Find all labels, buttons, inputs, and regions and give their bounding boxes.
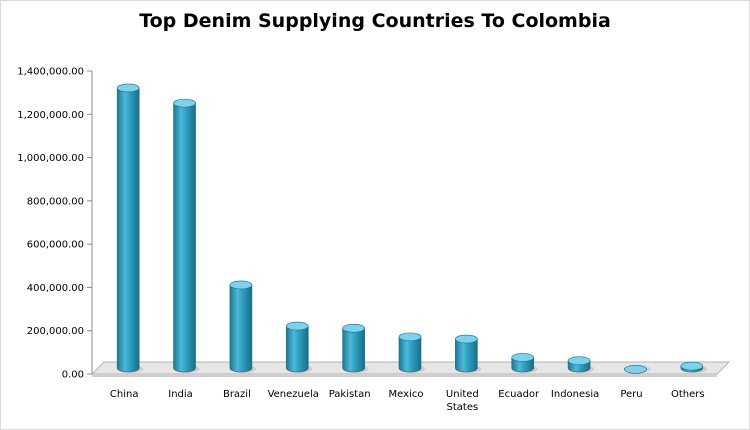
bar-body [116,87,140,373]
bar [173,98,200,373]
bar-cap [342,323,365,333]
bars [116,83,707,374]
bar-cap [398,332,422,342]
bar [229,280,256,373]
x-tick-label: Peru [620,389,642,400]
x-tick-label: China [110,389,139,400]
x-tick-label: United [446,389,479,400]
floor-edge [92,374,717,377]
bar-cap [511,353,535,362]
x-tick-label: Others [671,389,705,400]
x-tick-label: Brazil [223,389,251,400]
bar [455,334,482,373]
x-tick-label: Mexico [389,389,424,400]
bar [342,323,369,373]
x-tick-label: Indonesia [551,389,599,400]
y-tick-label: 1,400,000.00 [17,67,84,78]
bar [680,361,707,373]
bar-cap [116,83,140,93]
bar-cap [455,334,478,344]
bar-body [229,284,253,373]
bar [567,356,595,373]
x-tick-label: Ecuador [498,389,540,400]
y-tick-label: 800,000.00 [27,196,84,207]
y-tick-labels: 0.00 200,000.00 400,000.00 600,000.00 800,00… [17,67,84,381]
y-tick-label: 1,200,000.00 [17,110,84,121]
bar [285,321,313,373]
y-tick-label: 200,000.00 [27,326,84,337]
bar-cap [285,321,309,331]
bar [398,332,425,373]
bar [624,365,651,374]
bar-cap [680,361,704,371]
chart-title: Top Denim Supplying Countries To Colombi… [139,10,611,32]
y-tick-label: 1,000,000.00 [17,153,84,164]
x-tick-labels: China India Brazil Venezuela Pakistan Mexico U… [110,389,705,413]
bar-body [398,336,422,373]
bar-cap [624,365,647,374]
y-tick-label: 400,000.00 [27,283,84,294]
bar-cap [229,280,253,290]
y-tick-label: 600,000.00 [27,240,84,251]
y-tick-label: 0.00 [62,370,84,381]
x-tick-label: Venezuela [268,389,319,400]
bar-body [455,338,478,373]
bar-cap [173,98,196,108]
bar [116,83,144,373]
x-tick-label: Pakistan [329,389,371,400]
x-tick-label: India [168,389,193,400]
bar-body [285,325,309,373]
bar-cap [567,356,591,365]
bar [511,353,538,373]
bar-body [342,327,365,373]
x-tick-label: States [447,402,479,413]
bar-body [173,102,196,373]
y-axis [87,70,93,375]
